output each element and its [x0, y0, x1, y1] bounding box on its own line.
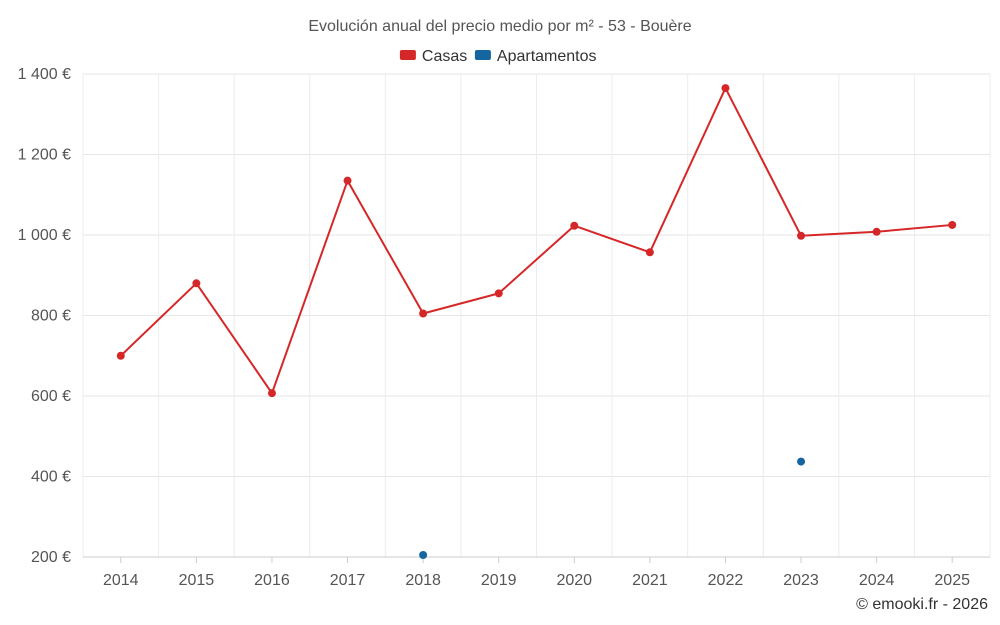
x-tick-label: 2017	[330, 572, 366, 589]
y-tick-label: 1 000 €	[18, 227, 71, 244]
x-tick-label: 2025	[934, 572, 970, 589]
data-point-casas[interactable]	[948, 220, 957, 229]
series-line-casas	[120, 87, 953, 395]
x-tick-label: 2016	[254, 572, 290, 589]
y-tick-label: 800 €	[31, 308, 71, 325]
data-point-casas[interactable]	[343, 176, 352, 185]
data-point-casas[interactable]	[645, 248, 654, 257]
chart-title: Evolución anual del precio medio por m² …	[308, 18, 691, 35]
x-tick-label: 2015	[179, 572, 215, 589]
data-point-casas[interactable]	[721, 84, 730, 93]
x-tick-label: 2023	[783, 572, 819, 589]
legend-swatch[interactable]	[474, 50, 491, 60]
axes: 200 € 400 € 600 € 800 € 1 000 € 1 200 € 1 400 …	[18, 66, 990, 589]
y-tick-label: 200 €	[31, 549, 71, 566]
x-tick-label: 2019	[481, 572, 517, 589]
data-point-apartamentos[interactable]	[797, 457, 806, 466]
x-tick-label: 2014	[103, 572, 139, 589]
data-point-casas[interactable]	[797, 231, 806, 240]
data-point-casas[interactable]	[872, 227, 881, 236]
y-tick-label: 400 €	[31, 469, 71, 486]
data-point-casas[interactable]	[570, 221, 579, 230]
series-layer	[116, 84, 957, 559]
data-point-casas[interactable]	[116, 351, 125, 360]
credit-text: © emooki.fr - 2026	[856, 596, 988, 613]
data-point-casas[interactable]	[494, 289, 503, 298]
y-tick-label: 1 200 €	[18, 147, 71, 164]
data-point-casas[interactable]	[192, 279, 201, 288]
legend-label[interactable]: Casas	[422, 48, 467, 65]
legend-swatch[interactable]	[399, 50, 416, 60]
x-tick-label: 2022	[708, 572, 744, 589]
data-point-casas[interactable]	[419, 309, 428, 318]
x-tick-label: 2024	[859, 572, 895, 589]
grid	[82, 73, 991, 558]
legend-label[interactable]: Apartamentos	[497, 48, 597, 65]
y-tick-label: 1 400 €	[18, 66, 71, 83]
legend: Casas Apartamentos	[399, 48, 597, 65]
data-point-apartamentos[interactable]	[419, 550, 428, 559]
x-tick-label: 2018	[405, 572, 441, 589]
data-point-casas[interactable]	[267, 389, 276, 398]
x-tick-label: 2021	[632, 572, 668, 589]
x-tick-label: 2020	[556, 572, 592, 589]
y-tick-label: 600 €	[31, 388, 71, 405]
